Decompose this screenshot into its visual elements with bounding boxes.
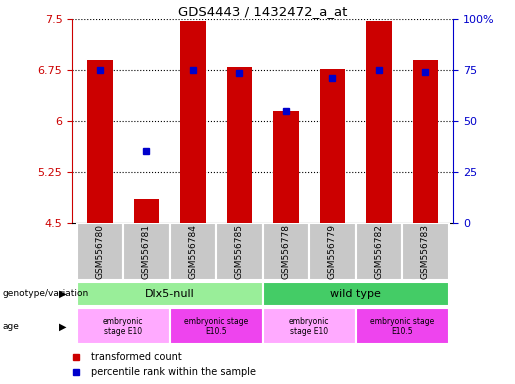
- Text: transformed count: transformed count: [91, 352, 182, 362]
- Bar: [123, 223, 170, 280]
- Bar: [366, 21, 391, 223]
- Bar: [309, 223, 355, 280]
- Text: ▶: ▶: [59, 321, 67, 331]
- Bar: [216, 223, 263, 280]
- Text: ▶: ▶: [59, 289, 67, 299]
- Text: Dlx5-null: Dlx5-null: [145, 289, 195, 299]
- Bar: [413, 60, 438, 223]
- Text: GSM556778: GSM556778: [281, 224, 290, 279]
- Bar: [320, 70, 345, 223]
- Bar: [227, 67, 252, 223]
- Text: GSM556781: GSM556781: [142, 224, 151, 279]
- Text: embryonic
stage E10: embryonic stage E10: [103, 317, 144, 336]
- Title: GDS4443 / 1432472_a_at: GDS4443 / 1432472_a_at: [178, 5, 347, 18]
- Bar: [263, 223, 309, 280]
- Bar: [355, 223, 402, 280]
- Text: embryonic stage
E10.5: embryonic stage E10.5: [184, 317, 248, 336]
- Text: percentile rank within the sample: percentile rank within the sample: [91, 367, 256, 377]
- Text: GSM556785: GSM556785: [235, 224, 244, 279]
- Bar: [87, 60, 113, 223]
- Bar: [263, 308, 355, 344]
- Text: genotype/variation: genotype/variation: [3, 289, 89, 298]
- Text: age: age: [3, 322, 20, 331]
- Text: wild type: wild type: [330, 289, 381, 299]
- Bar: [170, 308, 263, 344]
- Bar: [77, 223, 123, 280]
- Bar: [77, 308, 170, 344]
- Text: embryonic
stage E10: embryonic stage E10: [289, 317, 330, 336]
- Bar: [263, 282, 449, 306]
- Bar: [170, 223, 216, 280]
- Bar: [355, 308, 449, 344]
- Text: embryonic stage
E10.5: embryonic stage E10.5: [370, 317, 434, 336]
- Text: GSM556780: GSM556780: [95, 224, 105, 279]
- Text: GSM556783: GSM556783: [421, 224, 430, 279]
- Text: GSM556784: GSM556784: [188, 224, 197, 279]
- Text: GSM556782: GSM556782: [374, 224, 383, 279]
- Bar: [402, 223, 449, 280]
- Bar: [180, 21, 205, 223]
- Bar: [273, 111, 299, 223]
- Bar: [134, 199, 159, 223]
- Text: GSM556779: GSM556779: [328, 224, 337, 279]
- Bar: [77, 282, 263, 306]
